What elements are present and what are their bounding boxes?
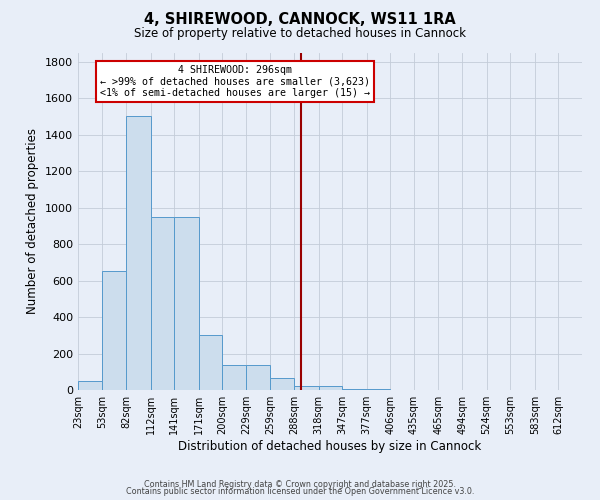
Bar: [271, 378, 294, 390]
Bar: [103, 272, 126, 390]
Bar: [246, 366, 271, 390]
Text: Size of property relative to detached houses in Cannock: Size of property relative to detached ho…: [134, 28, 466, 40]
Y-axis label: Number of detached properties: Number of detached properties: [26, 128, 40, 314]
Text: 4, SHIREWOOD, CANNOCK, WS11 1RA: 4, SHIREWOOD, CANNOCK, WS11 1RA: [144, 12, 456, 28]
Bar: [367, 389, 391, 390]
X-axis label: Distribution of detached houses by size in Cannock: Distribution of detached houses by size …: [178, 440, 482, 453]
Bar: [126, 116, 151, 390]
Text: Contains public sector information licensed under the Open Government Licence v3: Contains public sector information licen…: [126, 488, 474, 496]
Bar: [319, 386, 342, 390]
Bar: [342, 389, 367, 390]
Text: 4 SHIREWOOD: 296sqm
← >99% of detached houses are smaller (3,623)
<1% of semi-de: 4 SHIREWOOD: 296sqm ← >99% of detached h…: [100, 66, 370, 98]
Bar: [174, 216, 199, 390]
Bar: [151, 216, 174, 390]
Bar: [199, 336, 223, 390]
Text: Contains HM Land Registry data © Crown copyright and database right 2025.: Contains HM Land Registry data © Crown c…: [144, 480, 456, 489]
Bar: [78, 381, 103, 390]
Bar: [223, 366, 246, 390]
Bar: [294, 386, 319, 390]
